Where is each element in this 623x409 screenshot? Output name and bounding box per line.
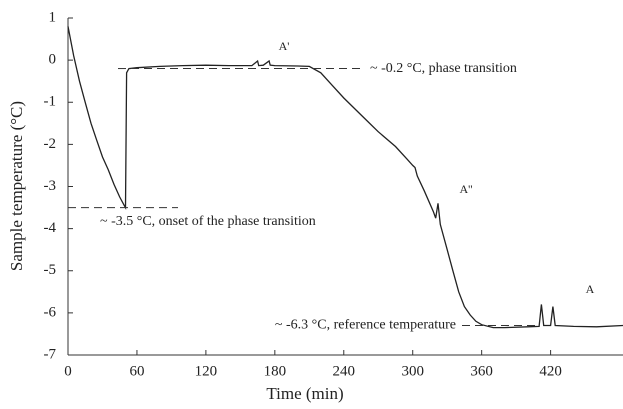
x-axis-label: Time (min): [266, 384, 343, 403]
y-tick-label: -7: [44, 346, 57, 362]
y-tick-label: -2: [44, 136, 57, 152]
y-tick-label: 0: [49, 52, 57, 68]
x-tick-label: 0: [64, 363, 72, 379]
x-tick-label: 300: [401, 363, 424, 379]
y-tick-label: -5: [44, 262, 57, 278]
point-label: A': [279, 39, 290, 53]
point-label: A'': [460, 182, 473, 196]
y-axis-label: Sample temperature (°C): [7, 101, 26, 271]
x-tick-label: 60: [129, 363, 144, 379]
annotation: ~ -6.3 °C, reference temperature: [275, 318, 456, 333]
y-tick-label: 1: [49, 9, 57, 25]
point-label: A: [586, 282, 595, 296]
y-tick-label: -4: [44, 220, 57, 236]
annotation: ~ -0.2 °C, phase transition: [370, 61, 517, 76]
x-tick-label: 240: [333, 363, 356, 379]
data-line: [67, 26, 623, 329]
x-tick-label: 360: [470, 363, 493, 379]
annotation: ~ -3.5 °C, onset of the phase transition: [100, 214, 316, 229]
y-tick-label: -6: [44, 304, 57, 320]
x-tick-label: 420: [539, 363, 562, 379]
y-tick-label: -3: [44, 178, 57, 194]
x-tick-label: 120: [195, 363, 218, 379]
y-tick-label: -1: [44, 94, 57, 110]
x-tick-label: 180: [264, 363, 287, 379]
